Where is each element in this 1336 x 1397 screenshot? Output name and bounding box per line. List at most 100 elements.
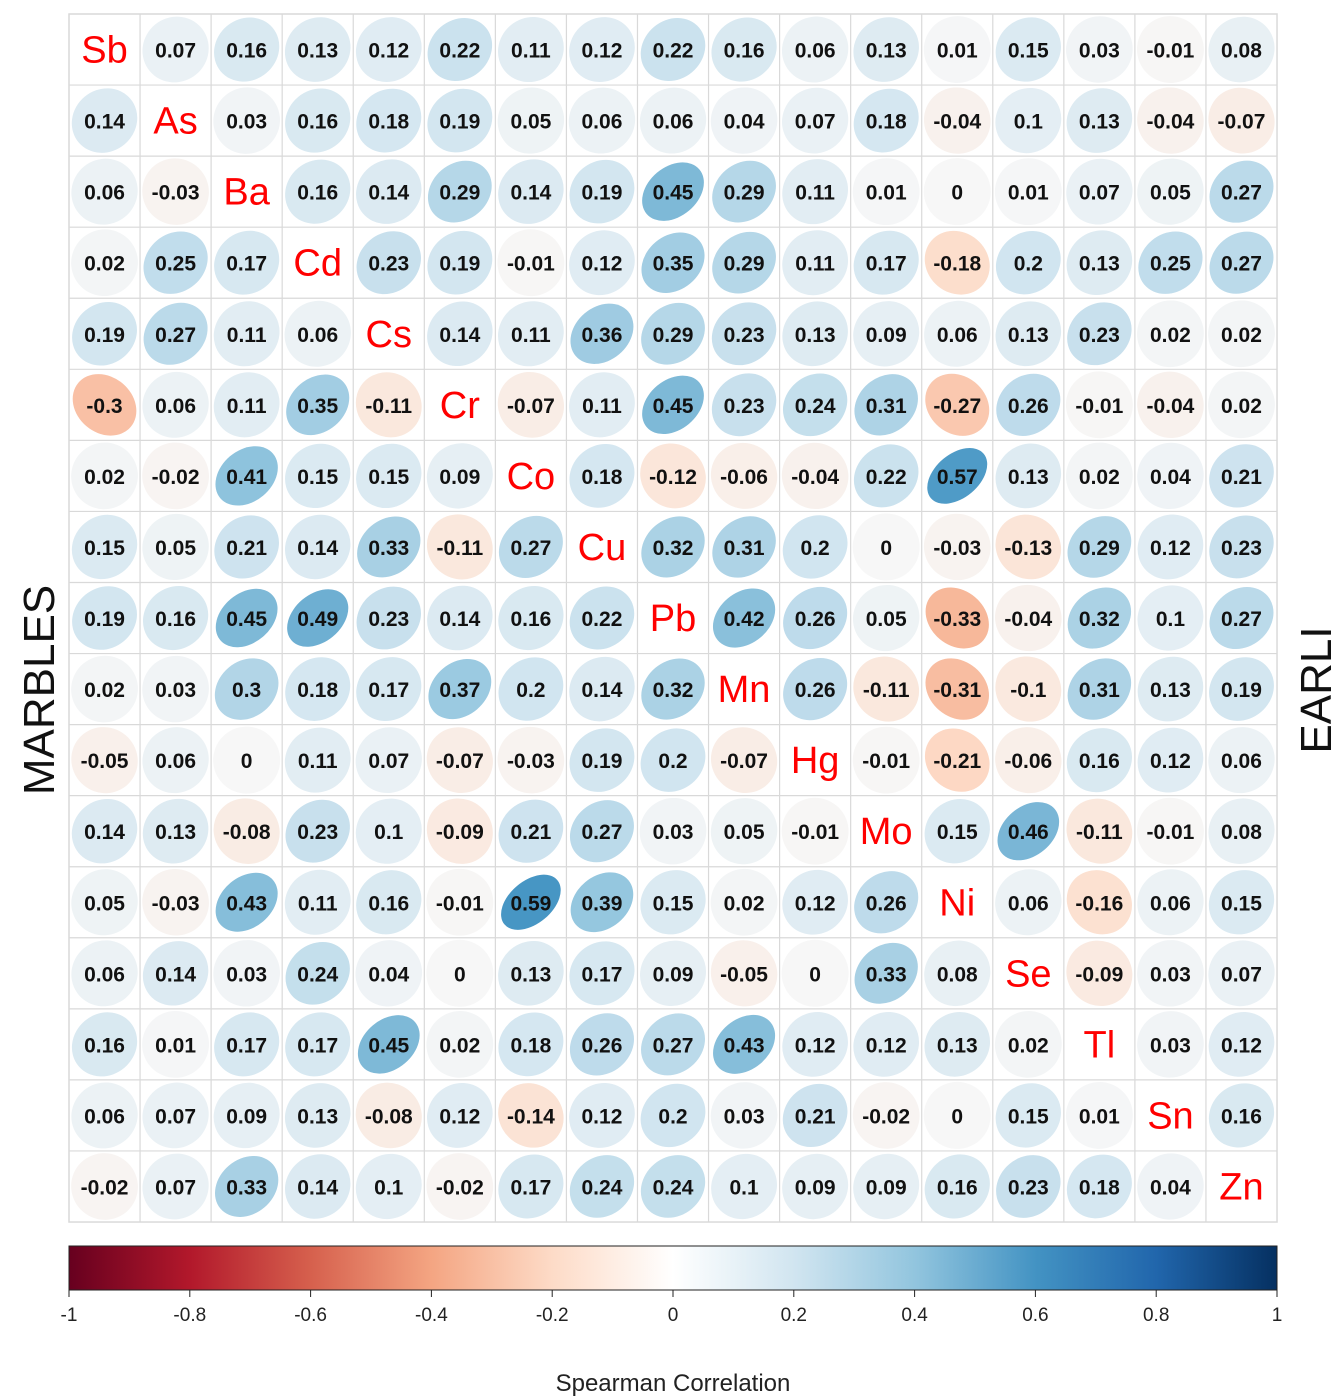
correlation-value: 0.33 <box>226 1176 267 1199</box>
correlation-ellipse <box>642 375 704 435</box>
correlation-value: 0.19 <box>582 182 623 205</box>
correlation-ellipse <box>498 515 563 578</box>
correlation-ellipse <box>640 728 706 792</box>
correlation-value: 0.15 <box>297 466 338 489</box>
colorbar-tick-label: 1 <box>1272 1305 1283 1326</box>
correlation-value: 0.07 <box>1221 963 1262 986</box>
correlation-value: 0.06 <box>653 111 694 134</box>
correlation-ellipse <box>995 584 1062 652</box>
correlation-value: 0.2 <box>516 679 545 702</box>
correlation-ellipse <box>710 727 778 794</box>
colorbar: -1 -0.8 -0.6 -0.4 -0.2 0 0.2 0.4 0.6 0.8 1 <box>61 1245 1283 1326</box>
correlation-ellipse <box>1208 371 1275 439</box>
correlation-ellipse <box>142 941 209 1006</box>
correlation-value: 0.02 <box>439 1034 480 1057</box>
correlation-value: 0.13 <box>297 1105 338 1128</box>
variable-label-cs: Cs <box>366 314 412 356</box>
correlation-ellipse <box>1066 230 1133 296</box>
correlation-value: -0.05 <box>720 963 768 986</box>
correlation-value: 0.26 <box>582 1034 623 1057</box>
colorbar-tick-label: 0.6 <box>1022 1305 1048 1326</box>
correlation-value: 0.23 <box>1008 1176 1049 1199</box>
correlation-value: 0.27 <box>510 537 551 560</box>
correlation-value: -0.02 <box>436 1176 484 1199</box>
grid-border <box>68 13 1278 1223</box>
correlation-ellipse <box>214 1156 279 1217</box>
colorbar-tick-label: -0.4 <box>415 1305 448 1326</box>
correlation-value: -0.07 <box>436 750 484 773</box>
correlation-ellipse <box>1209 444 1274 508</box>
correlation-ellipse <box>783 586 848 650</box>
colorbar-tick-label: -0.8 <box>173 1305 206 1326</box>
correlation-value: 0.06 <box>1221 750 1262 773</box>
correlation-ellipse <box>781 797 849 865</box>
matrix-cells: Sb 0.07 0.16 0.13 0.12 0.22 0.11 0.12 0.22 0.16 0.… <box>71 16 1275 1220</box>
correlation-value: 0.15 <box>368 466 409 489</box>
correlation-value: 0.04 <box>368 963 409 986</box>
correlation-value: 0.14 <box>297 1176 338 1199</box>
correlation-value: 0.23 <box>368 608 409 631</box>
correlation-ellipse <box>640 18 706 82</box>
correlation-value: 0.06 <box>155 395 196 418</box>
correlation-ellipse <box>997 802 1060 861</box>
correlation-ellipse <box>924 300 991 367</box>
correlation-ellipse <box>497 726 565 794</box>
correlation-value: 0.42 <box>724 608 765 631</box>
correlation-ellipse <box>426 1083 493 1148</box>
correlation-ellipse <box>641 516 705 578</box>
colorbar-tick-label: 0 <box>668 1305 679 1326</box>
correlation-ellipse <box>501 874 561 930</box>
correlation-ellipse <box>1209 160 1274 223</box>
correlation-ellipse <box>1066 1154 1132 1219</box>
correlation-value: 0.03 <box>653 821 694 844</box>
correlation-ellipse <box>426 1153 494 1220</box>
correlation-ellipse <box>712 516 776 578</box>
variable-label-mn: Mn <box>718 669 771 711</box>
correlation-value: 0.18 <box>297 679 338 702</box>
correlation-value: 0.12 <box>368 40 409 63</box>
correlation-value: 0.09 <box>866 1176 907 1199</box>
correlation-ellipse <box>640 940 707 1007</box>
correlation-ellipse <box>854 374 918 436</box>
correlation-ellipse <box>925 587 989 649</box>
correlation-value: 0.07 <box>368 750 409 773</box>
correlation-value: 0.1 <box>374 821 404 844</box>
correlation-ellipse <box>1137 656 1204 722</box>
correlation-value: 0.05 <box>155 537 196 560</box>
correlation-value: 0.06 <box>795 40 836 63</box>
correlation-value: 0.04 <box>1150 1176 1191 1199</box>
correlation-ellipse <box>71 869 138 936</box>
variable-label-zn: Zn <box>1219 1166 1263 1208</box>
colorbar-tick-label: 0.8 <box>1143 1305 1169 1326</box>
correlation-value: 0.17 <box>582 963 623 986</box>
correlation-value: 0.05 <box>84 892 125 915</box>
correlation-value: 0 <box>880 537 892 560</box>
correlation-value: 0.06 <box>582 111 623 134</box>
correlation-ellipse <box>1067 302 1132 366</box>
correlation-value: 0.12 <box>795 1034 836 1057</box>
correlation-ellipse <box>995 869 1062 936</box>
correlation-ellipse <box>284 300 351 367</box>
correlation-ellipse <box>852 584 920 652</box>
correlation-value: -0.21 <box>933 750 981 773</box>
correlation-ellipse <box>498 159 564 224</box>
correlation-ellipse <box>782 230 849 296</box>
correlation-ellipse <box>213 372 280 438</box>
correlation-value: 0.11 <box>795 182 835 205</box>
correlation-value: 0.25 <box>155 253 196 276</box>
correlation-value: 0.15 <box>84 537 125 560</box>
correlation-ellipse <box>497 371 565 438</box>
correlation-value: 0.27 <box>1221 182 1262 205</box>
colorbar-tick-label: -0.2 <box>536 1305 569 1326</box>
correlation-ellipse <box>1137 371 1204 438</box>
correlation-ellipse <box>498 940 564 1006</box>
correlation-ellipse <box>427 230 493 295</box>
correlation-value: 0.22 <box>582 608 623 631</box>
correlation-ellipse <box>641 1013 706 1076</box>
correlation-value: 0.03 <box>724 1105 765 1128</box>
correlation-ellipse <box>71 655 138 723</box>
colorbar-tick-label: 0.4 <box>901 1305 928 1326</box>
correlation-ellipse <box>569 586 635 650</box>
correlation-ellipse <box>853 656 920 722</box>
correlation-ellipse <box>854 871 919 934</box>
